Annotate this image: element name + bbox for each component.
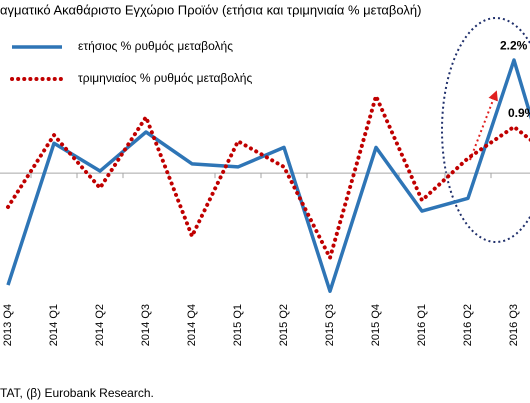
x-tick-label: 2015 Q4 [370, 304, 382, 346]
x-tick-label: 2016 Q2 [462, 304, 474, 346]
data-label: 2.2% [500, 38, 528, 52]
x-tick-label: 2013 Q4 [2, 304, 14, 346]
legend-label: ετήσιος % ρυθμός μεταβολής [78, 39, 233, 53]
series-line [6, 58, 530, 293]
x-tick-label: 2014 Q2 [94, 304, 106, 346]
data-label: 0.9% [508, 106, 530, 120]
x-tick-label: 2014 Q4 [186, 304, 198, 346]
source: TAT, (β) Eurobank Research. [0, 386, 154, 400]
x-tick-label: 2015 Q3 [324, 304, 336, 346]
x-tick-label: 2014 Q1 [48, 304, 60, 346]
chart-title: αγματικό Ακαθάριστο Εγχώριο Προϊόν (ετήσ… [0, 2, 421, 17]
x-tick-label: 2016 Q1 [416, 304, 428, 346]
x-tick-label: 2014 Q3 [140, 304, 152, 346]
trend-arrow [469, 90, 498, 161]
legend-label: τριμηνιαίος % ρυθμός μεταβολής [78, 71, 252, 85]
x-tick-label: 2015 Q2 [278, 304, 290, 346]
x-tick-label: 2016 Q3 [508, 304, 520, 346]
x-tick-label: 2015 Q1 [232, 304, 244, 346]
series-line [6, 94, 530, 260]
